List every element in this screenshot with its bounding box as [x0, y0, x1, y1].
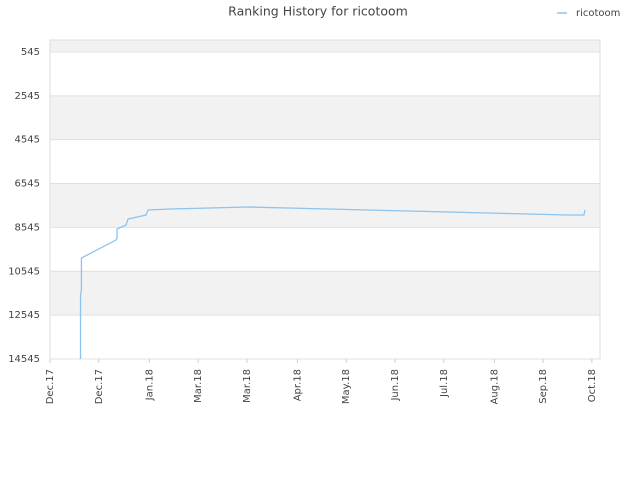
plot-band: [50, 40, 600, 52]
x-tick-label: Jul.18: [439, 369, 450, 398]
y-tick-label: 2545: [15, 91, 40, 102]
plot-band: [50, 271, 600, 316]
legend-label: ricotoom: [576, 8, 620, 19]
x-tick-label: Jun.18: [390, 369, 401, 402]
x-tick-label: Jan.18: [144, 369, 155, 401]
x-tick-label: Mar.18: [242, 369, 253, 403]
x-tick-label: Sep.18: [538, 369, 549, 404]
plot-band: [50, 95, 600, 140]
x-tick-label: Mar.18: [193, 369, 204, 403]
y-tick-label: 12545: [8, 310, 40, 321]
chart-title: Ranking History for ricotoom: [228, 4, 408, 19]
x-tick-label: Apr.18: [292, 369, 303, 401]
y-tick-label: 545: [21, 47, 40, 58]
plot-band: [50, 183, 600, 228]
y-tick-label: 14545: [8, 354, 40, 365]
x-tick-label: Dec.17: [94, 369, 105, 404]
x-tick-label: Oct.18: [587, 369, 598, 402]
x-tick-label: Dec.17: [45, 369, 56, 404]
y-tick-label: 8545: [15, 222, 40, 233]
y-tick-label: 6545: [15, 179, 40, 190]
y-tick-label: 10545: [8, 266, 40, 277]
x-tick-label: May.18: [341, 369, 352, 404]
series-line: [79, 206, 586, 359]
y-tick-label: 4545: [15, 135, 40, 146]
x-tick-label: Aug.18: [489, 369, 500, 404]
